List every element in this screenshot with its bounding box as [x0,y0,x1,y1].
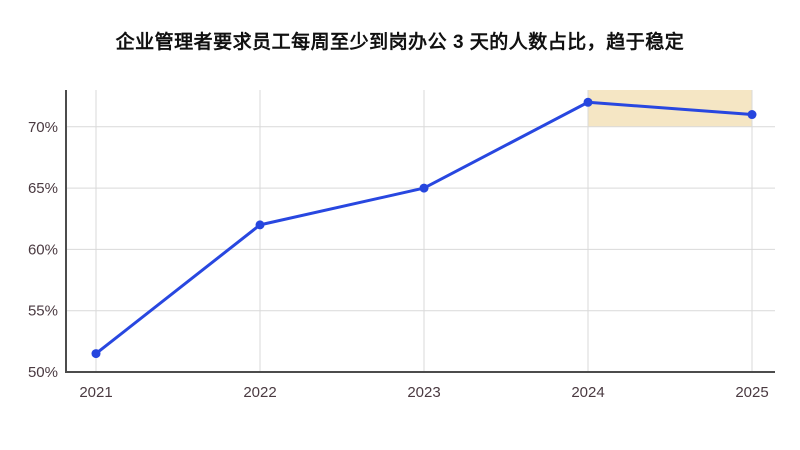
x-tick-label: 2021 [79,384,112,401]
x-tick-label: 2022 [243,384,276,401]
data-point [583,97,593,107]
y-tick-label: 70% [28,119,58,136]
y-tick-label: 55% [28,303,58,320]
data-point [91,349,101,359]
y-tick-label: 50% [28,364,58,381]
x-tick-label: 2024 [571,384,604,401]
data-point [255,220,265,230]
data-point [747,110,757,120]
y-tick-label: 65% [28,180,58,197]
chart-title: 企业管理者要求员工每周至少到岗办公 3 天的人数占比，趋于稳定 [115,32,685,53]
x-tick-label: 2023 [407,384,440,401]
x-tick-label: 2025 [735,384,768,401]
y-tick-label: 60% [28,241,58,258]
data-point [419,183,429,193]
